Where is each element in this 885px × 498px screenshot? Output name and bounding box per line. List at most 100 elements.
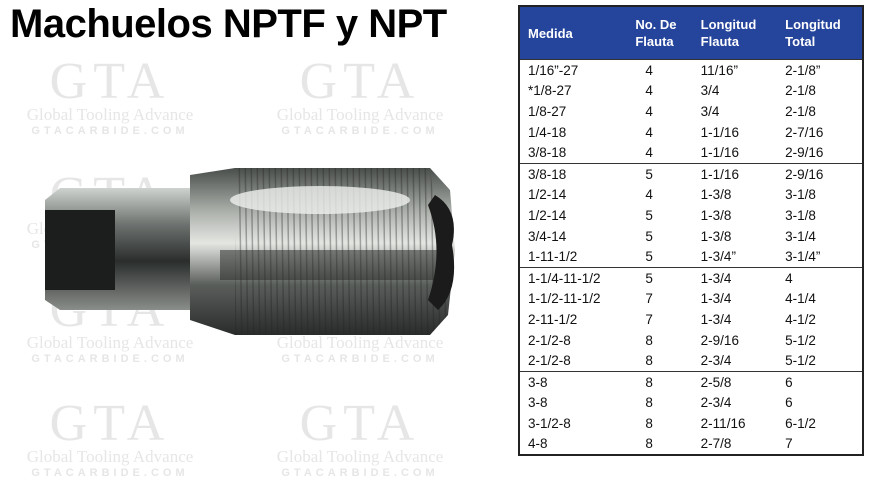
table-row: 4-8 8 2-7/8 7 — [519, 434, 863, 456]
table-cell: 7 — [645, 311, 653, 327]
table-row: 1/8-27 4 3/4 2-1/8 — [519, 101, 863, 122]
table-cell: 3-1/8 — [785, 187, 816, 203]
table-cell: 1/2-14 — [528, 187, 567, 203]
watermark-site: GTACARBIDE.COM — [31, 467, 189, 479]
table-cell: 4 — [645, 124, 653, 140]
table-cell: 3/8-18 — [528, 145, 567, 161]
table-cell: 1-3/4 — [700, 311, 732, 327]
table-cell: 3-1/2-8 — [528, 415, 571, 431]
table-cell: 5 — [645, 249, 653, 265]
table-cell: 8 — [645, 332, 653, 348]
table-cell: 6 — [777, 370, 863, 393]
table-cell: 2-11/16 — [700, 415, 746, 431]
table-cell: 2-3/4 — [700, 395, 732, 411]
table-row: 2-11-1/2 7 1-3/4 4-1/2 — [519, 309, 863, 330]
table-cell: 4 — [645, 187, 653, 203]
table-cell: 3-1/4” — [785, 249, 821, 265]
table-cell: 4 — [645, 103, 653, 119]
table-row: 2-1/2-8 8 2-3/4 5-1/2 — [519, 350, 863, 371]
table-cell: 2-1/2-8 — [528, 332, 571, 348]
table-cell: 1-3/8 — [700, 187, 732, 203]
table-cell: 1/4-18 — [528, 124, 567, 140]
table-cell: 1-3/8 — [700, 207, 732, 223]
column-header: Longitud Flauta — [692, 6, 778, 60]
table-cell: 3/4 — [700, 103, 720, 119]
table-cell: 1/2-14 — [528, 207, 567, 223]
column-header-line: Longitud — [785, 17, 841, 32]
table-row: 1-1/2-11-1/2 7 1-3/4 4-1/4 — [519, 289, 863, 310]
table-cell: 11/16” — [692, 58, 778, 81]
table-cell: 1-3/8 — [700, 228, 732, 244]
watermark-logo: GTA — [49, 395, 171, 452]
table-cell: 4-1/4 — [785, 291, 816, 307]
page-title: Machuelos NPTF y NPT — [10, 2, 447, 46]
column-header-line: Total — [785, 34, 816, 49]
table-cell: 3-8 — [528, 395, 548, 411]
watermark-logo: GTA — [49, 53, 171, 110]
watermark-site: GTACARBIDE.COM — [281, 467, 439, 479]
table-row: 2-1/2-8 8 2-9/16 5-1/2 — [519, 330, 863, 351]
table-cell: 8 — [645, 395, 653, 411]
table-cell: 1-1/16 — [700, 145, 739, 161]
watermark-site: GTACARBIDE.COM — [281, 353, 439, 365]
table-cell: 5 — [645, 228, 653, 244]
table-cell: 4-8 — [528, 436, 548, 452]
table-cell: 2-5/8 — [692, 370, 778, 393]
table-cell: 3/8-18 — [519, 162, 628, 185]
watermark-logo: GTA — [299, 395, 421, 452]
column-header: Longitud Total — [777, 6, 863, 60]
table-cell: 5 — [645, 207, 653, 223]
table-cell: 4 — [627, 58, 693, 81]
table-cell: 2-1/8 — [785, 103, 816, 119]
table-header-row: Medida No. De Flauta Longitud Flauta Longitud… — [519, 6, 863, 60]
table-row: 3-8 8 2-5/8 6 — [519, 370, 863, 393]
table-cell: 5-1/2 — [785, 332, 816, 348]
column-header: No. De Flauta — [627, 6, 693, 60]
table-row: 1/4-18 4 1-1/16 2-7/16 — [519, 122, 863, 143]
column-header-line: Flauta — [700, 34, 739, 49]
table-cell: 8 — [645, 436, 653, 452]
table-cell: 1-1/4-11-1/2 — [519, 266, 628, 289]
table-cell: 4 — [777, 266, 863, 289]
watermark-logo: GTA — [299, 53, 421, 110]
table-cell: 8 — [627, 370, 693, 393]
table-cell: 3-1/4 — [785, 228, 816, 244]
watermark-site: GTACARBIDE.COM — [31, 125, 189, 137]
table-cell: 2-7/8 — [700, 436, 732, 452]
table-row: 3/8-18 4 1-1/16 2-9/16 — [519, 142, 863, 163]
table-cell: 5 — [627, 162, 693, 185]
column-header: Medida — [519, 6, 628, 60]
table-cell: 4-1/2 — [785, 311, 816, 327]
table-cell: 1/16”-27 — [519, 58, 628, 81]
table-cell: 1/8-27 — [528, 103, 567, 119]
table-cell: 4 — [645, 83, 653, 99]
column-header-line: Longitud — [700, 17, 757, 32]
table-row: 3/8-18 5 1-1/16 2-9/16 — [519, 162, 863, 185]
table-cell: 4 — [645, 145, 653, 161]
table-cell: 3/4-14 — [528, 228, 567, 244]
table-cell: 2-1/8 — [785, 83, 816, 99]
table-cell: 2-9/16 — [785, 145, 824, 161]
column-header-line: Flauta — [635, 34, 674, 49]
table-cell: 6 — [785, 395, 793, 411]
table-cell: 2-1/2-8 — [528, 353, 571, 369]
table-cell: 1-3/4 — [692, 266, 778, 289]
table-cell: 8 — [645, 353, 653, 369]
watermark-name: Global Tooling Advance — [276, 447, 444, 466]
tap-spec-table: Medida No. De Flauta Longitud Flauta Longitud… — [518, 5, 864, 457]
table-row: 1-1/4-11-1/2 5 1-3/4 4 — [519, 266, 863, 289]
table-cell: 1-3/4” — [700, 249, 736, 265]
watermark-name: Global Tooling Advance — [26, 105, 194, 124]
table-cell: 3/4 — [700, 83, 720, 99]
table-cell: 3-8 — [519, 370, 628, 393]
table-cell: 2-11-1/2 — [528, 311, 578, 327]
table-row: 1/16”-27 4 11/16” 2-1/8” — [519, 58, 863, 81]
column-header-line: Medida — [528, 25, 573, 41]
table-cell: 2-3/4 — [700, 353, 732, 369]
table-cell: 1-1/16 — [692, 162, 778, 185]
table-cell: 1-1/16 — [700, 124, 739, 140]
